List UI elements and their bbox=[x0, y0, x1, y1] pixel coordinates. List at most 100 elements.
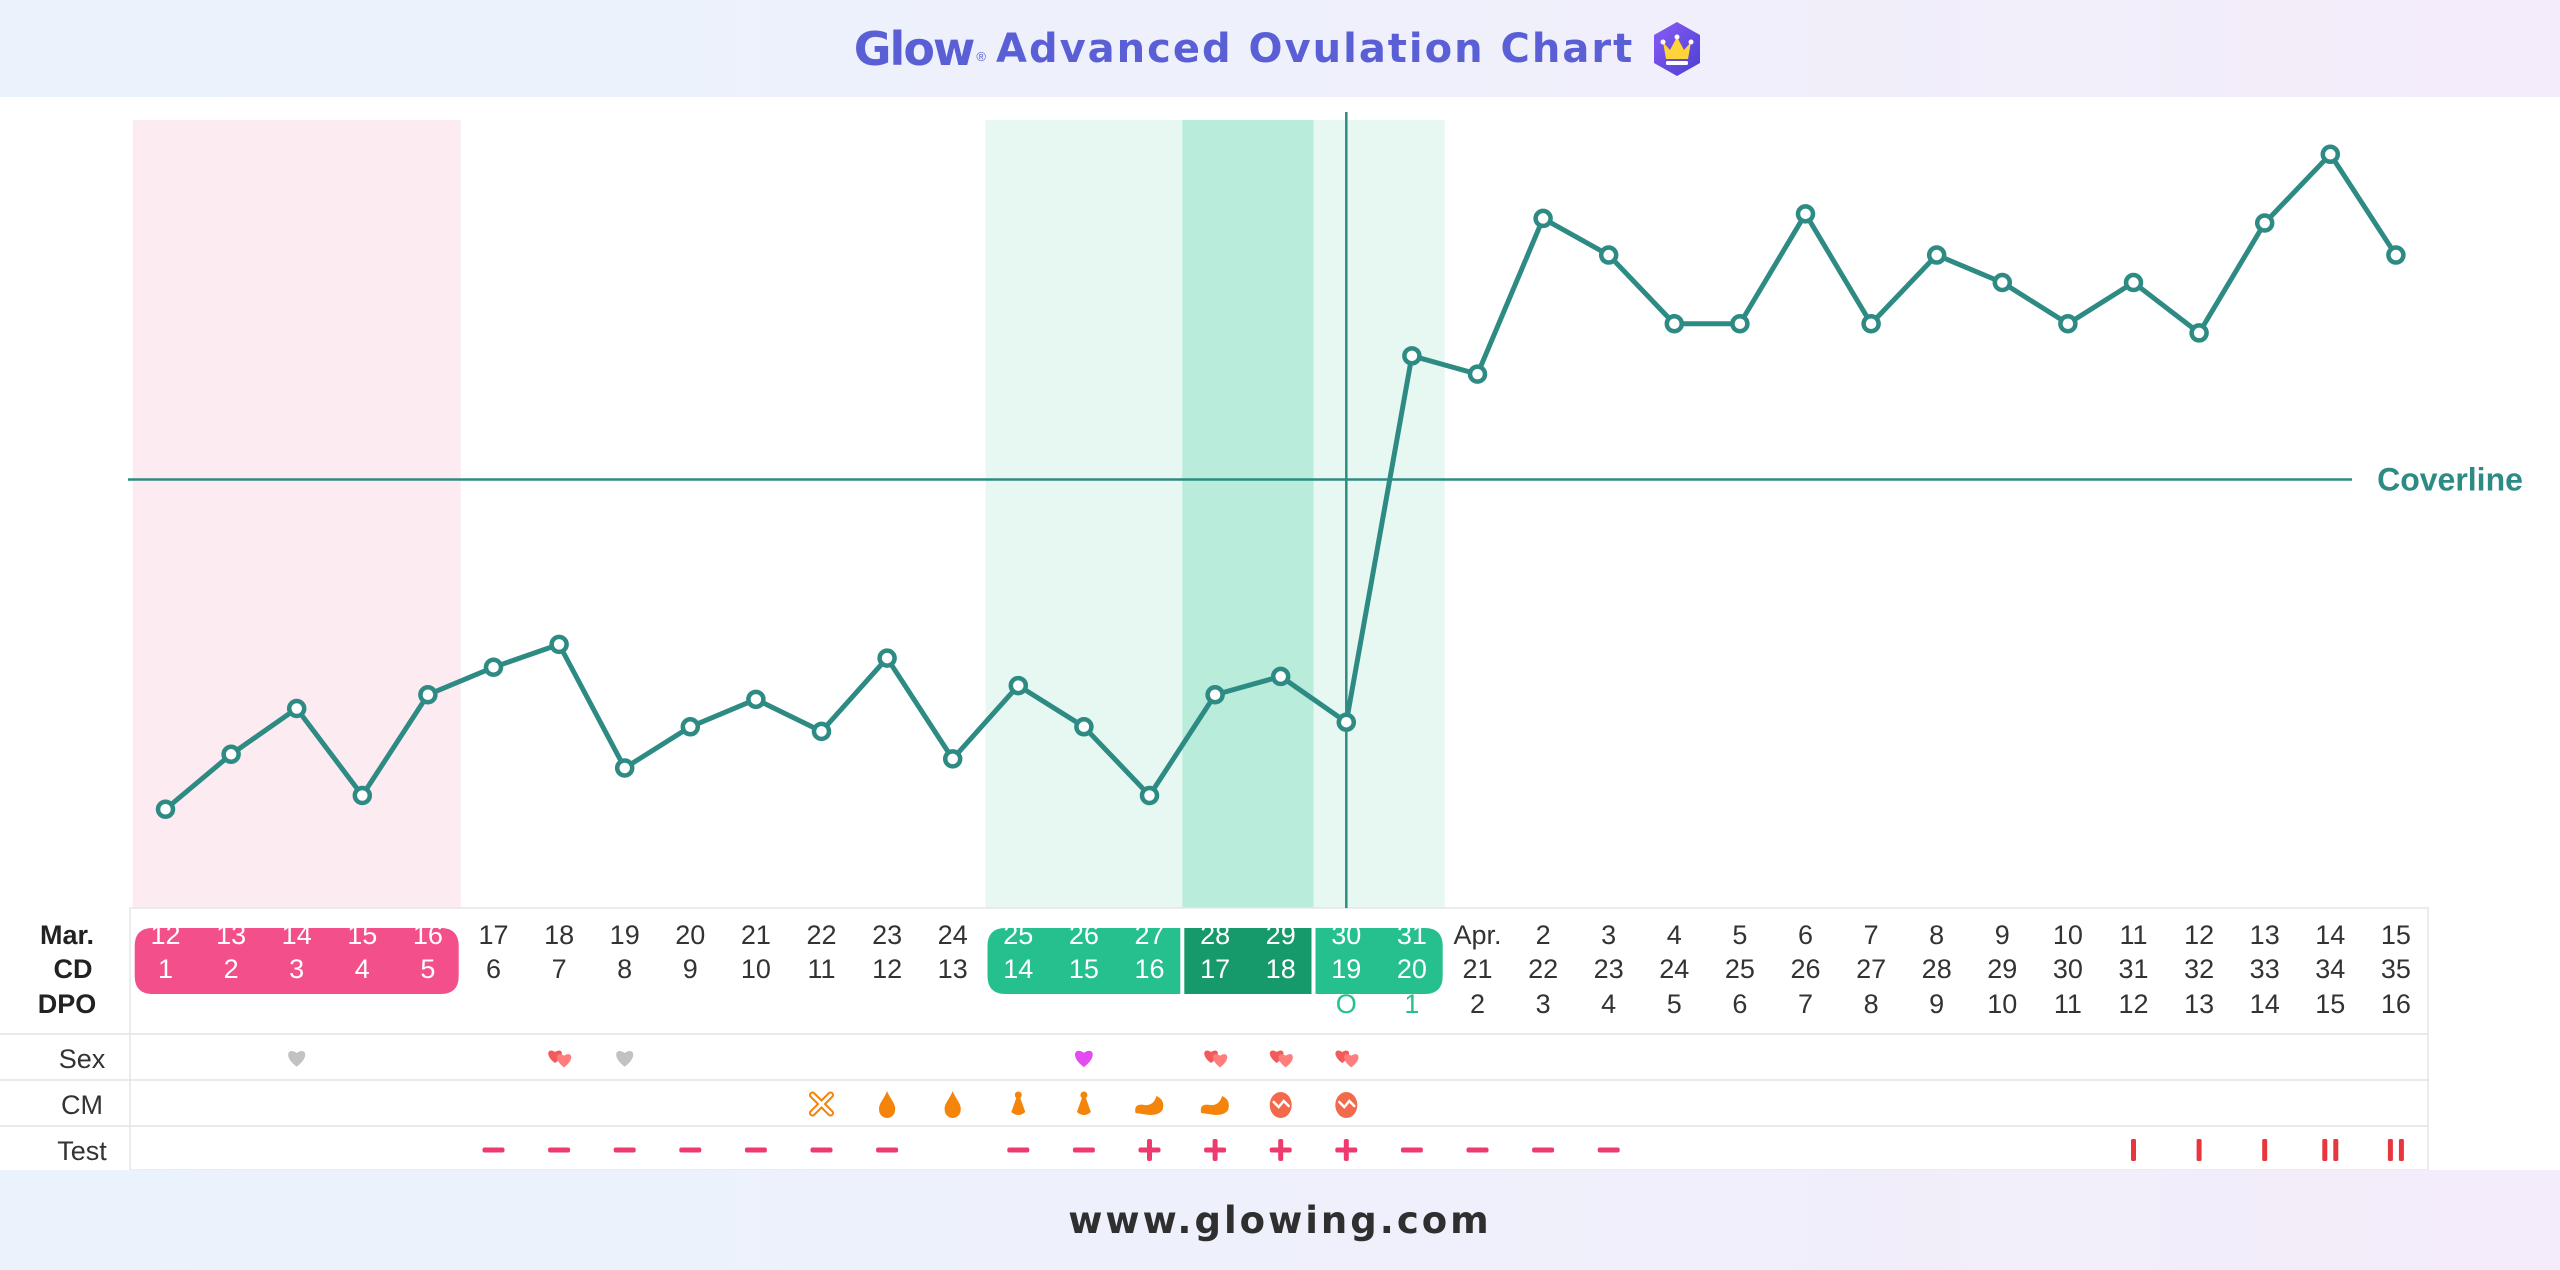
temperature-point bbox=[1992, 272, 2013, 293]
negative-test-icon bbox=[744, 1147, 767, 1153]
cd-tick-label: 24 bbox=[1659, 954, 1689, 984]
bbt-chart: Coverline Mar.CDDPO121132143154165176187… bbox=[0, 112, 2523, 1170]
sticky-cm-icon bbox=[1014, 1091, 1022, 1099]
date-tick-label: 22 bbox=[806, 920, 836, 950]
cd-tick-label: 4 bbox=[355, 954, 370, 984]
hearts-icon bbox=[556, 1054, 572, 1068]
date-tick-label: 15 bbox=[2381, 920, 2411, 950]
cd-tick-label: 11 bbox=[807, 954, 835, 984]
eggwhite-crack bbox=[1272, 1099, 1290, 1109]
date-tick-label: 14 bbox=[282, 920, 312, 950]
fertile-chip bbox=[987, 928, 1181, 994]
two-line-test-icon-b bbox=[2333, 1139, 2339, 1161]
temperature-point bbox=[746, 689, 766, 710]
positive-test-icon-v bbox=[1147, 1139, 1152, 1161]
cd-tick-label: 25 bbox=[1725, 954, 1755, 984]
temperature-point bbox=[877, 648, 897, 668]
dpo-tick-label: 16 bbox=[2381, 989, 2411, 1019]
cd-tick-label: 29 bbox=[1987, 954, 2017, 984]
cd-tick-label: 31 bbox=[2118, 954, 2148, 984]
cd-tick-label: 32 bbox=[2184, 954, 2214, 984]
row-label-test: Test bbox=[57, 1136, 107, 1166]
negative-test-icon bbox=[679, 1147, 702, 1153]
row-label-cm: CM bbox=[61, 1090, 103, 1120]
positive-test-icon-v bbox=[1278, 1139, 1284, 1161]
temperature-point bbox=[155, 799, 176, 819]
temperature-point bbox=[1074, 717, 1094, 737]
dpo-tick-label: 5 bbox=[1667, 989, 1682, 1019]
temperature-point bbox=[549, 634, 569, 655]
temperature-point bbox=[1795, 204, 1816, 224]
date-tick-label: 5 bbox=[1732, 920, 1747, 950]
cd-tick-label: 19 bbox=[1331, 954, 1361, 984]
temperature-point bbox=[811, 721, 832, 742]
cd-tick-label: 15 bbox=[1069, 954, 1099, 984]
two-line-test-icon-b bbox=[2398, 1139, 2404, 1161]
hearts-icon bbox=[1212, 1054, 1228, 1068]
temperature-point bbox=[286, 698, 307, 719]
date-tick-label: 27 bbox=[1134, 920, 1164, 950]
row-label-sex: Sex bbox=[59, 1044, 106, 1074]
date-tick-label: 28 bbox=[1200, 920, 1230, 950]
cd-tick-label: 9 bbox=[683, 954, 698, 984]
cd-tick-label: 5 bbox=[420, 954, 435, 984]
date-tick-label: 30 bbox=[1331, 920, 1361, 950]
temperature-point bbox=[2320, 144, 2341, 165]
cd-tick-label: 21 bbox=[1462, 954, 1492, 984]
cd-tick-label: 16 bbox=[1134, 954, 1164, 984]
temperature-point bbox=[352, 785, 373, 806]
negative-test-icon bbox=[1597, 1147, 1620, 1153]
date-tick-label: Apr. bbox=[1453, 920, 1501, 950]
date-tick-label: 13 bbox=[2250, 920, 2280, 950]
heart-icon bbox=[1075, 1050, 1093, 1068]
temperature-point bbox=[1336, 712, 1357, 732]
glow-logo: Glow bbox=[853, 21, 976, 76]
date-tick-label: 6 bbox=[1798, 920, 1813, 950]
cd-tick-label: 18 bbox=[1266, 954, 1296, 984]
temperature-point bbox=[2189, 323, 2209, 343]
negative-test-icon bbox=[810, 1147, 833, 1153]
temperature-point bbox=[221, 744, 241, 765]
one-line-test-icon bbox=[2131, 1139, 2136, 1161]
registered-mark: ® bbox=[976, 49, 987, 64]
date-tick-label: 18 bbox=[544, 920, 574, 950]
dpo-tick-label: 4 bbox=[1601, 989, 1616, 1019]
one-line-test-icon bbox=[2262, 1139, 2268, 1161]
positive-test-icon-v bbox=[1343, 1139, 1349, 1161]
temperature-point bbox=[2386, 245, 2406, 265]
header-band bbox=[0, 0, 2560, 97]
cd-tick-label: 10 bbox=[741, 954, 771, 984]
hearts-icon bbox=[1278, 1054, 1293, 1068]
cd-label: CD bbox=[54, 954, 93, 984]
temperature-point bbox=[1402, 346, 1422, 366]
date-tick-label: 8 bbox=[1929, 920, 1944, 950]
temperature-point bbox=[2254, 213, 2275, 233]
temperature-point bbox=[1008, 675, 1029, 696]
temperature-point bbox=[680, 717, 701, 737]
cd-tick-label: 7 bbox=[552, 954, 567, 984]
creamy-cm-icon bbox=[1200, 1096, 1229, 1115]
date-tick-label: 10 bbox=[2053, 920, 2083, 950]
negative-test-icon bbox=[1400, 1147, 1423, 1153]
date-tick-label: 13 bbox=[216, 920, 246, 950]
date-tick-label: 21 bbox=[741, 920, 771, 950]
cd-tick-label: 17 bbox=[1200, 954, 1230, 984]
drop-icon bbox=[944, 1091, 961, 1118]
temperature-point bbox=[418, 684, 438, 705]
date-tick-label: 12 bbox=[150, 920, 180, 950]
date-tick-label: 23 bbox=[872, 920, 902, 950]
negative-test-icon bbox=[1532, 1147, 1555, 1153]
date-tick-label: 29 bbox=[1266, 920, 1296, 950]
date-tick-label: 2 bbox=[1536, 920, 1551, 950]
cd-tick-label: 12 bbox=[872, 954, 902, 984]
temperature-point bbox=[1730, 314, 1750, 334]
cd-tick-label: 8 bbox=[617, 954, 632, 984]
date-tick-label: 9 bbox=[1995, 920, 2010, 950]
table-frame bbox=[129, 907, 2429, 1170]
website-url[interactable]: www.glowing.com bbox=[1068, 1198, 1492, 1242]
dpo-tick-label: 11 bbox=[2054, 989, 2082, 1019]
date-tick-label: 15 bbox=[347, 920, 377, 950]
dpo-tick-label: 14 bbox=[2250, 989, 2280, 1019]
cd-tick-label: 28 bbox=[1922, 954, 1952, 984]
temperature-point bbox=[1533, 208, 1553, 229]
